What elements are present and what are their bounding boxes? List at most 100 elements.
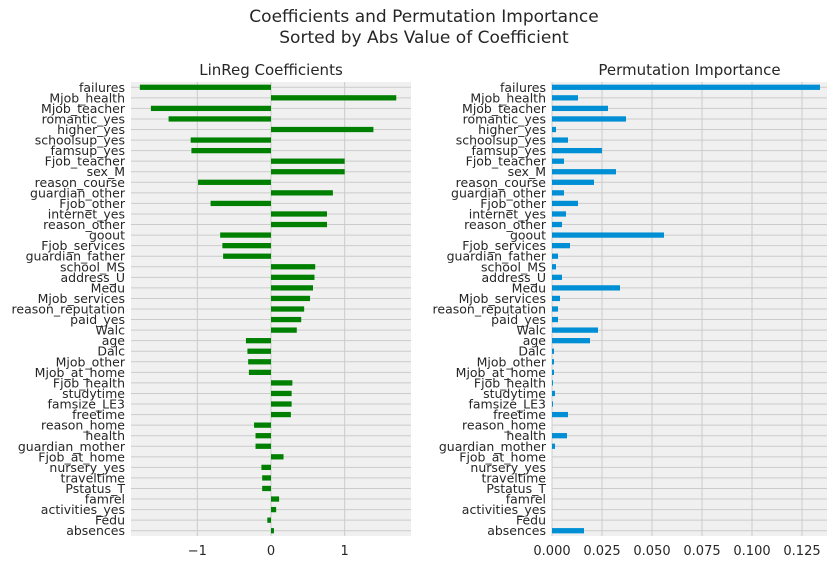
ytick-label: Fjob_at_home xyxy=(459,449,546,464)
bar-reason_course xyxy=(552,179,594,185)
bar-Fjob_health xyxy=(552,380,553,386)
xtick-label: 0.025 xyxy=(583,544,620,559)
ytick-label: guardian_other xyxy=(451,185,547,200)
bar-absences xyxy=(271,528,274,534)
ytick-label: Medu xyxy=(91,280,125,295)
bar-address_U xyxy=(552,274,562,280)
xtick-label: 0.000 xyxy=(533,544,570,559)
bar-activities_yes xyxy=(271,506,277,513)
bar-Mjob_other xyxy=(248,359,271,365)
bar-Fjob_at_home xyxy=(271,454,284,460)
bar-studytime xyxy=(552,390,555,397)
bar-Fjob_teacher xyxy=(552,158,564,164)
bar-famsup_yes xyxy=(552,147,602,154)
ytick-label: Fjob_health xyxy=(474,375,546,390)
bar-studytime xyxy=(271,390,292,397)
ytick-label: studytime xyxy=(62,386,125,401)
ytick-label: Pstatus_T xyxy=(65,481,125,496)
coefficients-panel: failuresMjob_healthMjob_teacherromantic_… xyxy=(12,61,411,559)
bar-higher_yes xyxy=(552,126,556,133)
bar-sex_M xyxy=(552,169,616,175)
ytick-label: sex_M xyxy=(87,164,125,179)
bar-health xyxy=(552,433,567,439)
ytick-label: paid_yes xyxy=(70,312,125,327)
bar-Mjob_teacher xyxy=(552,105,608,112)
figure-title-line2: Sorted by Abs Value of Coefficient xyxy=(279,28,569,48)
ytick-label: reason_course xyxy=(35,175,126,190)
bar-Walc xyxy=(552,327,598,333)
ytick-label: guardian_other xyxy=(30,185,126,200)
ytick-label: absences xyxy=(487,523,546,538)
ytick-label: famsup_yes xyxy=(472,143,546,158)
ytick-label: Mjob_health xyxy=(470,90,546,105)
ytick-label: failures xyxy=(500,80,546,95)
bar-reason_home xyxy=(254,422,271,428)
ytick-label: guardian_mother xyxy=(439,439,547,454)
bar-Fjob_other xyxy=(552,200,578,207)
bar-Mjob_services xyxy=(552,295,560,302)
bar-reason_reputation xyxy=(271,306,305,312)
ytick-label: romantic_yes xyxy=(463,111,546,126)
bar-goout xyxy=(552,232,664,238)
ytick-label: Mjob_at_home xyxy=(35,365,126,380)
ytick-label: activities_yes xyxy=(41,502,125,517)
ytick-label: school_MS xyxy=(60,259,125,274)
bar-Fedu xyxy=(267,517,271,523)
bar-guardian_other xyxy=(271,190,333,196)
ytick-label: goout xyxy=(510,228,546,243)
bar-Fjob_services xyxy=(222,243,271,249)
ytick-label: reason_course xyxy=(456,175,547,190)
panel-title: LinReg Coefficients xyxy=(199,61,343,79)
ytick-label: activities_yes xyxy=(462,502,546,517)
xtick-label: 0.050 xyxy=(633,544,670,559)
bar-Mjob_health xyxy=(552,95,578,101)
ytick-label: Mjob_services xyxy=(38,291,125,306)
bar-traveltime xyxy=(262,475,271,481)
ytick-label: nursery_yes xyxy=(49,460,125,475)
bar-reason_other xyxy=(271,221,327,228)
ytick-label: failures xyxy=(79,80,125,95)
bar-paid_yes xyxy=(552,316,558,323)
ytick-label: Mjob_teacher xyxy=(462,101,547,116)
ytick-label: internet_yes xyxy=(469,206,546,221)
ytick-label: studytime xyxy=(483,386,546,401)
bar-reason_course xyxy=(198,179,271,185)
bar-Pstatus_T xyxy=(262,485,271,492)
bar-schoolsup_yes xyxy=(552,137,568,143)
ytick-label: Dalc xyxy=(518,344,546,359)
ytick-label: higher_yes xyxy=(478,122,546,137)
ytick-label: reason_reputation xyxy=(12,302,125,317)
ytick-label: goout xyxy=(89,228,125,243)
bar-Fjob_teacher xyxy=(271,158,345,164)
ytick-label: traveltime xyxy=(60,470,125,485)
ytick-label: health xyxy=(85,428,125,443)
ytick-label: famsize_LE3 xyxy=(468,397,546,412)
ytick-label: Fjob_other xyxy=(480,196,547,211)
bar-failures xyxy=(552,84,820,90)
ytick-label: famrel xyxy=(85,492,125,507)
bar-Mjob_teacher xyxy=(150,105,271,112)
bar-reason_reputation xyxy=(552,306,558,312)
bar-famrel xyxy=(271,496,280,502)
ytick-label: Pstatus_T xyxy=(486,481,546,496)
ytick-label: Fjob_health xyxy=(53,375,125,390)
ytick-label: Dalc xyxy=(97,344,125,359)
bar-Medu xyxy=(552,285,620,291)
ytick-label: guardian_father xyxy=(26,249,126,264)
bar-Fjob_health xyxy=(271,380,293,386)
bar-failures xyxy=(139,84,271,90)
ytick-label: Walc xyxy=(516,323,546,338)
ytick-label: Mjob_other xyxy=(477,354,547,369)
xtick-label: 1 xyxy=(341,544,349,559)
panel-title: Permutation Importance xyxy=(598,61,780,79)
bar-nursery_yes xyxy=(261,464,271,471)
bar-guardian_father xyxy=(552,253,558,259)
ytick-label: internet_yes xyxy=(48,206,125,221)
bar-Dalc xyxy=(552,348,554,354)
ytick-label: age xyxy=(523,333,547,348)
ytick-label: freetime xyxy=(493,407,546,422)
bar-guardian_mother xyxy=(255,443,271,449)
ytick-label: nursery_yes xyxy=(470,460,546,475)
ytick-label: schoolsup_yes xyxy=(456,133,546,148)
